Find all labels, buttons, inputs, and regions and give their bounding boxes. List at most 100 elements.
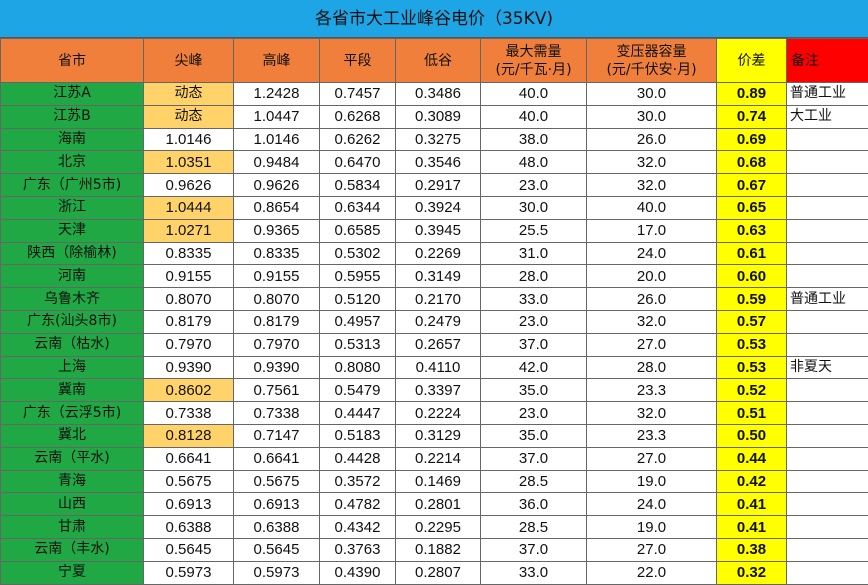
cell-peak: 1.2428 — [234, 83, 320, 106]
cell-note — [787, 561, 868, 584]
cell-province: 上海 — [1, 356, 144, 379]
cell-province: 冀南 — [1, 379, 144, 402]
cell-note — [787, 538, 868, 561]
cell-transformer: 20.0 — [587, 265, 717, 288]
cell-province: 广东（广州5市) — [1, 174, 144, 197]
cell-note — [787, 402, 868, 425]
header-valley: 低谷 — [396, 39, 481, 83]
cell-province: 云南（平水) — [1, 447, 144, 470]
cell-diff: 0.44 — [717, 447, 787, 470]
cell-transformer: 23.3 — [587, 424, 717, 447]
cell-transformer: 24.0 — [587, 493, 717, 516]
cell-province: 云南（枯水) — [1, 333, 144, 356]
cell-max-demand: 38.0 — [481, 128, 587, 151]
cell-note — [787, 174, 868, 197]
cell-peak: 0.9484 — [234, 151, 320, 174]
cell-note — [787, 447, 868, 470]
cell-transformer: 26.0 — [587, 288, 717, 311]
cell-flat: 0.5955 — [320, 265, 396, 288]
cell-diff: 0.32 — [717, 561, 787, 584]
cell-peak: 0.8070 — [234, 288, 320, 311]
cell-max-demand: 40.0 — [481, 105, 587, 128]
cell-sharp-peak: 0.5973 — [144, 561, 234, 584]
header-row: 省市 尖峰 高峰 平段 低谷 最大需量(元/千瓦·月) 变压器容量(元/千伏安·… — [1, 39, 868, 83]
cell-max-demand: 28.5 — [481, 470, 587, 493]
cell-flat: 0.6585 — [320, 219, 396, 242]
cell-transformer: 26.0 — [587, 128, 717, 151]
cell-peak: 0.8335 — [234, 242, 320, 265]
cell-sharp-peak: 动态 — [144, 83, 234, 106]
cell-diff: 0.68 — [717, 151, 787, 174]
cell-note — [787, 128, 868, 151]
cell-valley: 0.3546 — [396, 151, 481, 174]
cell-sharp-peak: 0.6641 — [144, 447, 234, 470]
cell-transformer: 32.0 — [587, 174, 717, 197]
cell-note: 普通工业 — [787, 83, 868, 106]
header-province: 省市 — [1, 39, 144, 83]
cell-sharp-peak: 0.7338 — [144, 402, 234, 425]
cell-diff: 0.61 — [717, 242, 787, 265]
cell-province: 浙江 — [1, 196, 144, 219]
cell-transformer: 30.0 — [587, 83, 717, 106]
cell-sharp-peak: 0.8128 — [144, 424, 234, 447]
cell-note: 大工业 — [787, 105, 868, 128]
cell-max-demand: 23.0 — [481, 402, 587, 425]
cell-note — [787, 219, 868, 242]
cell-valley: 0.3945 — [396, 219, 481, 242]
cell-flat: 0.6470 — [320, 151, 396, 174]
cell-sharp-peak: 1.0351 — [144, 151, 234, 174]
cell-max-demand: 35.0 — [481, 424, 587, 447]
cell-max-demand: 35.0 — [481, 379, 587, 402]
cell-max-demand: 33.0 — [481, 561, 587, 584]
cell-valley: 0.2801 — [396, 493, 481, 516]
cell-note: 非夏天 — [787, 356, 868, 379]
cell-sharp-peak: 0.6388 — [144, 516, 234, 539]
cell-diff: 0.57 — [717, 310, 787, 333]
cell-valley: 0.1469 — [396, 470, 481, 493]
cell-transformer: 32.0 — [587, 151, 717, 174]
cell-province: 山西 — [1, 493, 144, 516]
cell-province: 海南 — [1, 128, 144, 151]
cell-diff: 0.52 — [717, 379, 787, 402]
header-flat: 平段 — [320, 39, 396, 83]
cell-diff: 0.59 — [717, 288, 787, 311]
cell-sharp-peak: 动态 — [144, 105, 234, 128]
cell-valley: 0.2917 — [396, 174, 481, 197]
cell-province: 广东（云浮5市) — [1, 402, 144, 425]
cell-transformer: 40.0 — [587, 196, 717, 219]
cell-province: 云南（丰水) — [1, 538, 144, 561]
cell-max-demand: 40.0 — [481, 83, 587, 106]
price-table: 省市 尖峰 高峰 平段 低谷 最大需量(元/千瓦·月) 变压器容量(元/千伏安·… — [0, 38, 868, 585]
cell-max-demand: 30.0 — [481, 196, 587, 219]
cell-note — [787, 516, 868, 539]
cell-flat: 0.5302 — [320, 242, 396, 265]
cell-peak: 0.9626 — [234, 174, 320, 197]
cell-diff: 0.42 — [717, 470, 787, 493]
cell-peak: 0.7338 — [234, 402, 320, 425]
cell-note — [787, 196, 868, 219]
cell-flat: 0.4782 — [320, 493, 396, 516]
cell-transformer: 19.0 — [587, 516, 717, 539]
cell-valley: 0.4110 — [396, 356, 481, 379]
cell-flat: 0.4447 — [320, 402, 396, 425]
cell-diff: 0.67 — [717, 174, 787, 197]
cell-note — [787, 151, 868, 174]
cell-peak: 0.7561 — [234, 379, 320, 402]
cell-sharp-peak: 1.0146 — [144, 128, 234, 151]
cell-peak: 0.6913 — [234, 493, 320, 516]
cell-sharp-peak: 1.0271 — [144, 219, 234, 242]
cell-flat: 0.4390 — [320, 561, 396, 584]
cell-flat: 0.4342 — [320, 516, 396, 539]
cell-valley: 0.2224 — [396, 402, 481, 425]
cell-diff: 0.63 — [717, 219, 787, 242]
cell-province: 广东(汕头8市) — [1, 310, 144, 333]
cell-note — [787, 470, 868, 493]
cell-sharp-peak: 0.8070 — [144, 288, 234, 311]
cell-flat: 0.3572 — [320, 470, 396, 493]
cell-peak: 0.7147 — [234, 424, 320, 447]
